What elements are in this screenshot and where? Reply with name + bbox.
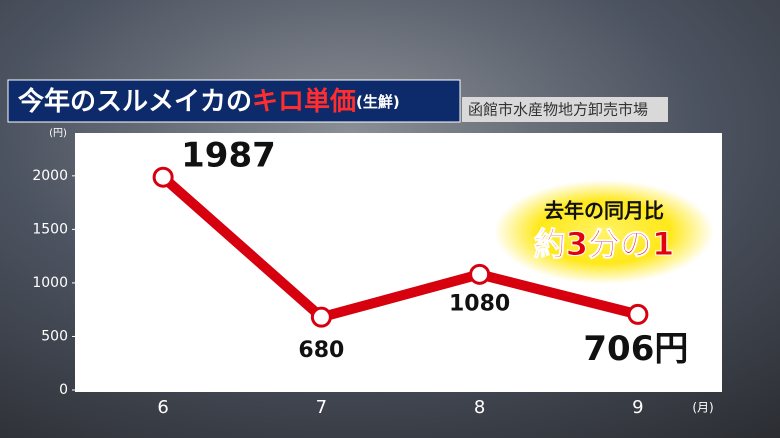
x-tick-label: 9	[632, 397, 643, 418]
y-tick-label: 1500	[32, 221, 68, 237]
y-tick-label: 500	[41, 328, 68, 344]
source-bar	[462, 97, 668, 122]
title-note: (生鮮)	[356, 93, 400, 111]
y-unit: (円)	[49, 128, 67, 139]
chart-title: 今年のスルメイカのキロ単価(生鮮)	[18, 86, 400, 117]
value-label: 706円	[583, 329, 688, 369]
x-unit: (月)	[692, 401, 713, 415]
x-tick-label: 6	[157, 397, 168, 418]
title-bar	[7, 79, 461, 123]
value-label: 1987	[181, 136, 276, 176]
point	[310, 306, 332, 328]
y-tick-label: 1000	[32, 275, 68, 291]
annotation-emphasis: 約3分の1	[534, 225, 675, 263]
annotation: 去年の同月比	[544, 199, 664, 223]
point	[627, 303, 649, 325]
value-label: 680	[298, 338, 344, 363]
title-text: 今年のスルメイカの	[18, 86, 252, 117]
value-label: 1080	[449, 291, 510, 316]
annotation-glow	[494, 180, 714, 284]
point	[469, 263, 491, 285]
source: 函館市水産物地方卸売市場	[468, 101, 648, 119]
y-tick-label: 0	[59, 382, 68, 398]
x-tick-label: 7	[316, 397, 327, 418]
x-tick-label: 8	[474, 397, 485, 418]
series-line	[159, 173, 640, 323]
point	[152, 166, 174, 188]
title-highlight: キロ単価	[252, 87, 356, 117]
y-tick-label: 2000	[32, 168, 68, 184]
